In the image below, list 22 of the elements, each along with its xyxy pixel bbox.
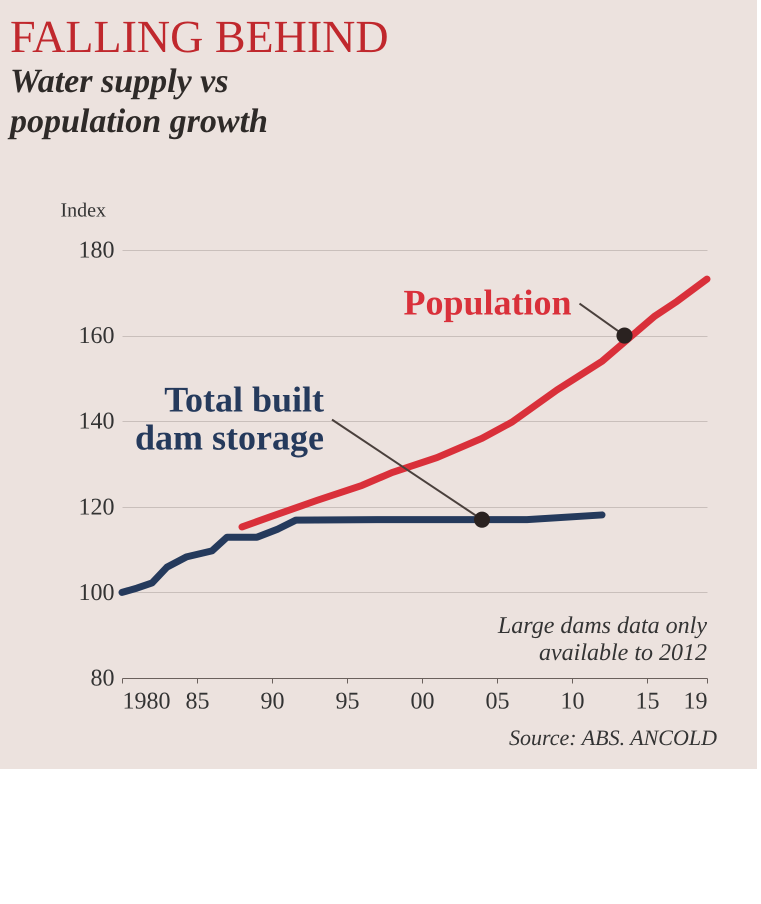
x-tick-label: 1980 (122, 688, 170, 714)
annotation: Total built dam storage (135, 380, 324, 458)
source-note: Source: ABS. ANCOLD (509, 725, 718, 750)
x-tick-label: 95 (336, 688, 360, 714)
annotation: Large dams data only available to 2012 (496, 613, 708, 666)
y-tick-label: 160 (78, 323, 114, 350)
y-tick-label: 100 (78, 580, 114, 606)
x-tick-label: 85 (186, 688, 210, 714)
x-tick-label: 05 (486, 688, 510, 714)
x-tick-label: 90 (260, 688, 284, 714)
y-tick-label: 140 (78, 408, 114, 435)
x-tick-label: 00 (410, 688, 434, 714)
y-tick-label: 80 (90, 666, 114, 692)
y-tick-label: 180 (78, 238, 114, 264)
chart-subtitle: Water supply vs population growth (7, 63, 268, 140)
y-axis-title: Index (60, 200, 106, 222)
chart-title: FALLING BEHIND (10, 11, 389, 62)
annotation: Population (403, 282, 572, 323)
x-tick-label: 19 (684, 688, 708, 714)
x-tick-label: 15 (636, 688, 660, 714)
x-tick-label: 10 (560, 688, 584, 714)
y-tick-label: 120 (78, 494, 114, 520)
